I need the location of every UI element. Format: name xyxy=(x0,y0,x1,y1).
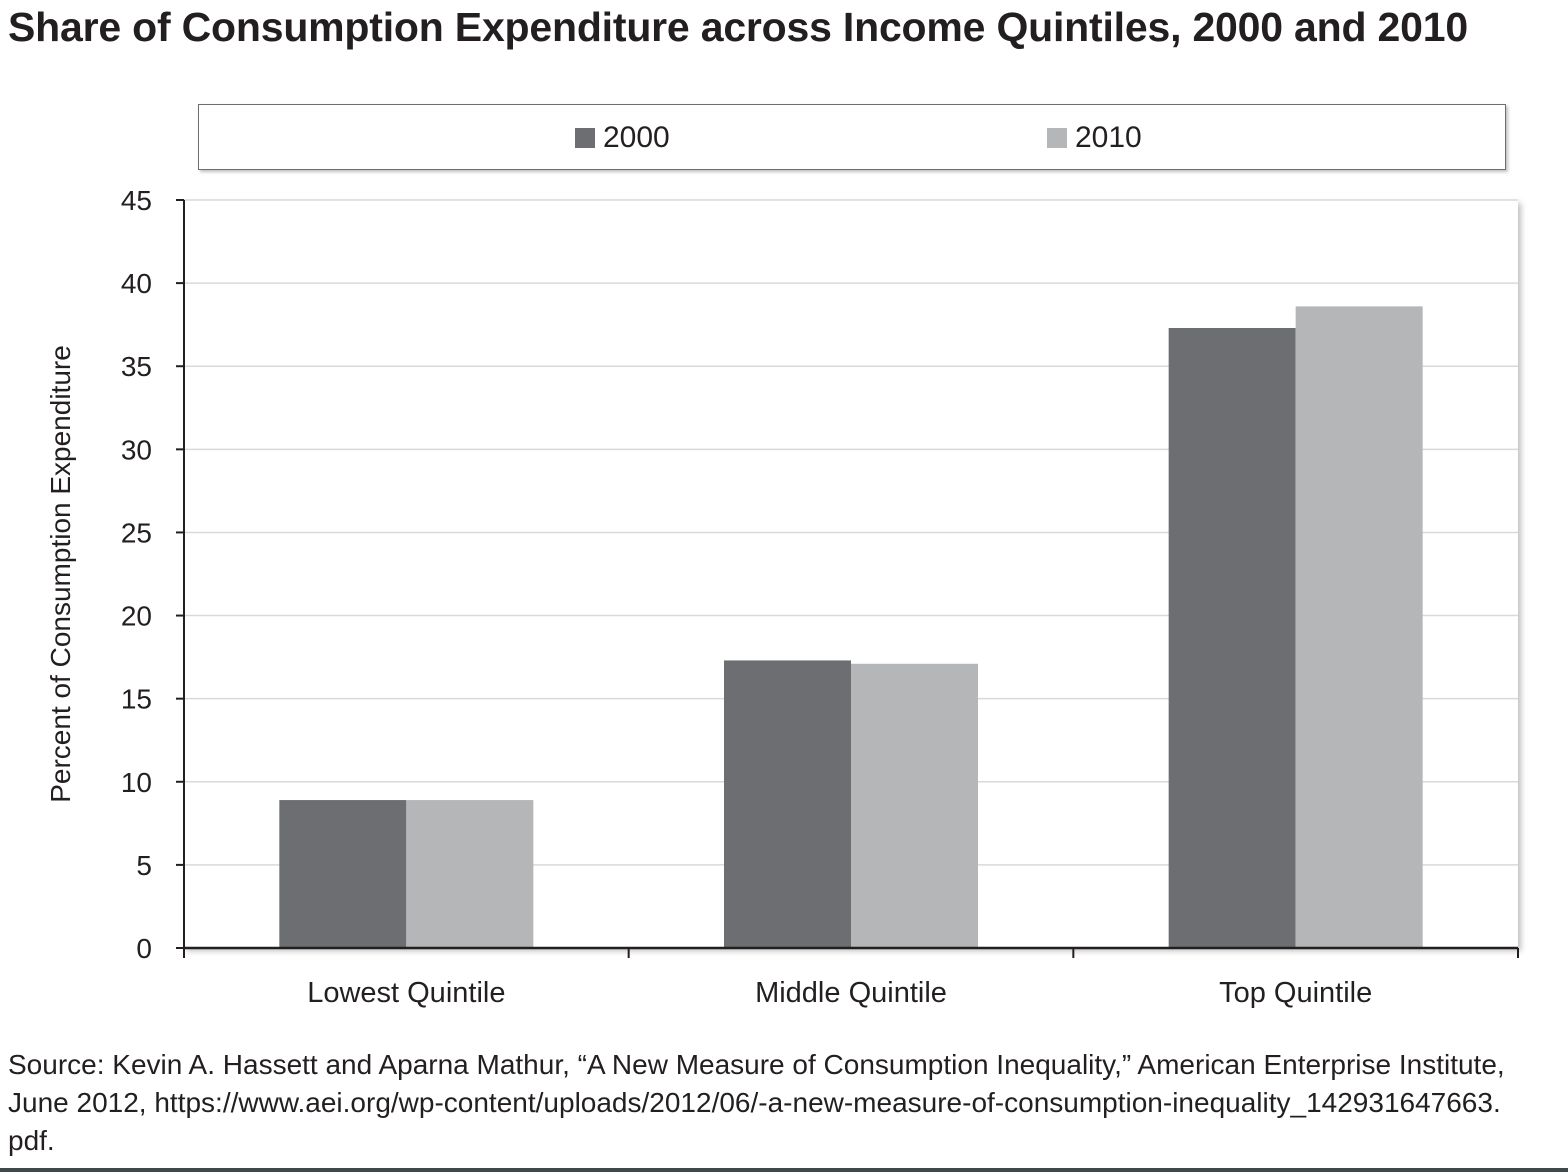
legend-label-2010: 2010 xyxy=(1075,121,1142,154)
legend: 2000 2010 xyxy=(198,104,1506,170)
bar-2000-lowest-quintile xyxy=(279,800,407,948)
y-tick-label-20: 20 xyxy=(121,601,152,632)
y-tick-label-5: 5 xyxy=(136,850,152,881)
y-tick-label-45: 45 xyxy=(121,185,152,216)
y-tick-label-15: 15 xyxy=(121,684,152,715)
bottom-rule xyxy=(0,1168,1568,1172)
x-tick-label-0: Lowest Quintile xyxy=(307,977,505,1009)
bar-2010-top-quintile xyxy=(1295,306,1423,949)
bars xyxy=(279,306,1423,949)
source-line-2: June 2012, https://www.aei.org/wp-conten… xyxy=(8,1087,1501,1118)
bar-2010-middle-quintile xyxy=(851,663,978,948)
y-axis-label: Percent of Consumption Expenditure xyxy=(45,345,76,803)
x-tick-label-1: Middle Quintile xyxy=(755,977,947,1009)
chart-title: Share of Consumption Expenditure across … xyxy=(8,4,1468,50)
legend-swatch-2010 xyxy=(1047,128,1067,148)
y-tick-label-30: 30 xyxy=(121,434,152,465)
legend-label-2000: 2000 xyxy=(603,121,670,154)
legend-item-2000: 2000 xyxy=(575,121,670,155)
y-tick-label-10: 10 xyxy=(121,767,152,798)
axes xyxy=(176,199,1519,958)
source-line-3: pdf. xyxy=(8,1125,55,1156)
bar-2000-middle-quintile xyxy=(724,660,851,948)
bar-2010-lowest-quintile xyxy=(406,800,534,948)
y-tick-label-40: 40 xyxy=(121,268,152,299)
tick-labels: 0 5 10 15 20 25 30 35 40 45 Lowest Quintile Middle … xyxy=(121,185,1372,1009)
source-note: Source: Kevin A. Hassett and Aparna Math… xyxy=(8,1046,1558,1160)
legend-item-2010: 2010 xyxy=(1047,121,1142,155)
x-tick-label-2: Top Quintile xyxy=(1219,977,1372,1009)
y-tick-label-35: 35 xyxy=(121,351,152,382)
source-line-1: Source: Kevin A. Hassett and Aparna Math… xyxy=(8,1049,1505,1080)
bar-chart: 0 5 10 15 20 25 30 35 40 45 Lowest Quintile Middle … xyxy=(45,185,1519,1009)
bar-2000-top-quintile xyxy=(1168,327,1296,949)
legend-swatch-2000 xyxy=(575,128,595,148)
y-tick-label-0: 0 xyxy=(136,933,152,964)
y-tick-label-25: 25 xyxy=(121,517,152,548)
